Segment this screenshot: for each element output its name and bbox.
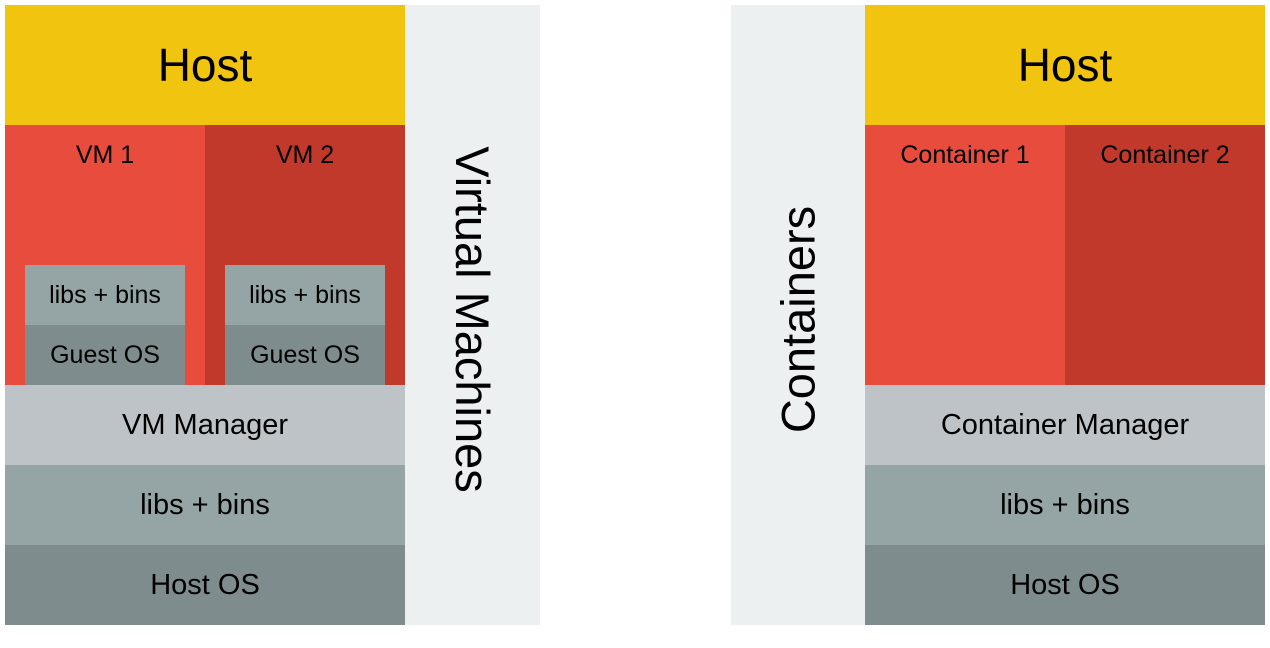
container2-block: Container 2: [1065, 125, 1265, 385]
virtual-machines-label: Virtual Machines: [446, 146, 499, 493]
container-manager-block: Container Manager: [865, 385, 1265, 465]
container2-label: Container 2: [1100, 141, 1230, 169]
containers-side-strip: Containers: [731, 5, 865, 625]
vm1-libs-block: libs + bins: [25, 265, 185, 325]
containers-label: Containers: [771, 205, 825, 434]
container1-block: Container 1: [865, 125, 1065, 385]
vm-host-block: Host: [5, 5, 405, 125]
vm-host-os-block: Host OS: [5, 545, 405, 625]
vm2-libs-block: libs + bins: [225, 265, 385, 325]
vm-side-strip: Virtual Machines: [405, 5, 540, 625]
container-host-libs-block: libs + bins: [865, 465, 1265, 545]
container1-label: Container 1: [900, 141, 1030, 169]
vm-manager-block: VM Manager: [5, 385, 405, 465]
vm2-guest-os-block: Guest OS: [225, 325, 385, 385]
container-host-block: Host: [865, 5, 1265, 125]
vm-host-libs-block: libs + bins: [5, 465, 405, 545]
vm1-guest-os-block: Guest OS: [25, 325, 185, 385]
vm1-label: VM 1: [75, 141, 135, 169]
vm2-label: VM 2: [275, 141, 335, 169]
container-host-os-block: Host OS: [865, 545, 1265, 625]
